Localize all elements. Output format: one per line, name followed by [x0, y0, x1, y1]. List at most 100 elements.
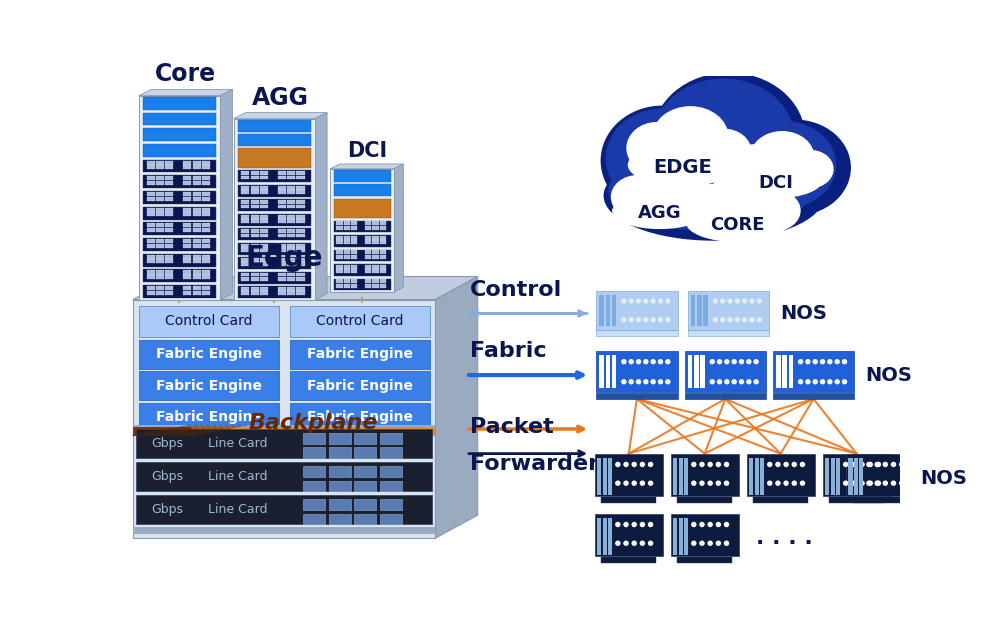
FancyBboxPatch shape: [147, 176, 155, 181]
FancyBboxPatch shape: [183, 244, 191, 248]
FancyBboxPatch shape: [241, 205, 249, 209]
FancyBboxPatch shape: [329, 514, 351, 525]
FancyBboxPatch shape: [287, 233, 295, 237]
FancyBboxPatch shape: [156, 270, 164, 275]
FancyBboxPatch shape: [365, 226, 371, 230]
Circle shape: [658, 359, 663, 364]
FancyBboxPatch shape: [251, 233, 259, 237]
Circle shape: [805, 359, 811, 364]
Circle shape: [883, 462, 888, 467]
FancyBboxPatch shape: [202, 228, 210, 232]
Polygon shape: [139, 90, 233, 95]
FancyBboxPatch shape: [599, 355, 604, 389]
FancyBboxPatch shape: [296, 176, 305, 179]
FancyBboxPatch shape: [278, 248, 286, 252]
FancyBboxPatch shape: [380, 448, 402, 459]
FancyBboxPatch shape: [334, 221, 391, 233]
Text: Fabric Engine: Fabric Engine: [156, 410, 262, 424]
Circle shape: [636, 379, 641, 384]
Circle shape: [623, 522, 629, 527]
FancyBboxPatch shape: [147, 228, 155, 232]
FancyBboxPatch shape: [700, 355, 705, 389]
FancyBboxPatch shape: [241, 287, 249, 291]
FancyBboxPatch shape: [278, 263, 286, 266]
Circle shape: [691, 541, 697, 546]
Circle shape: [691, 522, 697, 527]
FancyBboxPatch shape: [854, 457, 858, 495]
Circle shape: [798, 359, 803, 364]
FancyBboxPatch shape: [260, 200, 268, 204]
Text: . . . .: . . . .: [756, 529, 813, 548]
FancyBboxPatch shape: [260, 190, 268, 194]
Text: Fabric Engine: Fabric Engine: [307, 410, 413, 424]
FancyBboxPatch shape: [202, 165, 210, 169]
FancyBboxPatch shape: [344, 226, 350, 230]
FancyBboxPatch shape: [143, 176, 216, 188]
FancyBboxPatch shape: [193, 275, 201, 279]
FancyBboxPatch shape: [165, 275, 173, 279]
FancyBboxPatch shape: [351, 221, 357, 225]
Polygon shape: [220, 90, 233, 300]
Circle shape: [820, 379, 825, 384]
FancyBboxPatch shape: [156, 197, 164, 201]
FancyBboxPatch shape: [143, 223, 216, 235]
FancyBboxPatch shape: [193, 239, 201, 243]
FancyBboxPatch shape: [296, 248, 305, 252]
FancyBboxPatch shape: [251, 273, 259, 277]
FancyBboxPatch shape: [260, 215, 268, 219]
FancyBboxPatch shape: [278, 215, 286, 219]
Circle shape: [792, 462, 797, 467]
Circle shape: [843, 480, 848, 486]
FancyBboxPatch shape: [773, 351, 854, 392]
FancyBboxPatch shape: [183, 212, 191, 216]
FancyBboxPatch shape: [156, 223, 164, 228]
FancyBboxPatch shape: [336, 251, 343, 254]
FancyBboxPatch shape: [139, 95, 220, 300]
FancyBboxPatch shape: [344, 251, 350, 254]
FancyBboxPatch shape: [287, 190, 295, 194]
FancyBboxPatch shape: [202, 244, 210, 248]
FancyBboxPatch shape: [296, 244, 305, 247]
Circle shape: [650, 379, 656, 384]
FancyBboxPatch shape: [334, 198, 391, 218]
Text: EDGE: EDGE: [654, 158, 712, 177]
Circle shape: [707, 522, 713, 527]
FancyBboxPatch shape: [334, 279, 391, 291]
FancyBboxPatch shape: [260, 291, 268, 295]
FancyBboxPatch shape: [165, 255, 173, 259]
FancyBboxPatch shape: [251, 205, 259, 209]
FancyBboxPatch shape: [165, 244, 173, 248]
FancyBboxPatch shape: [334, 170, 391, 182]
Polygon shape: [234, 113, 327, 119]
FancyBboxPatch shape: [238, 134, 311, 146]
FancyBboxPatch shape: [193, 197, 201, 201]
FancyBboxPatch shape: [156, 275, 164, 279]
Circle shape: [767, 462, 772, 467]
FancyBboxPatch shape: [329, 433, 351, 444]
Circle shape: [868, 462, 873, 467]
FancyBboxPatch shape: [260, 258, 268, 262]
FancyBboxPatch shape: [139, 340, 279, 369]
FancyBboxPatch shape: [278, 229, 286, 233]
Circle shape: [716, 462, 721, 467]
FancyBboxPatch shape: [846, 453, 914, 496]
FancyBboxPatch shape: [612, 294, 616, 326]
FancyBboxPatch shape: [206, 437, 404, 442]
Text: Fabric Engine: Fabric Engine: [307, 347, 413, 361]
Text: Line Card: Line Card: [208, 470, 267, 483]
FancyBboxPatch shape: [241, 171, 249, 175]
FancyBboxPatch shape: [684, 518, 688, 555]
FancyBboxPatch shape: [193, 270, 201, 275]
FancyBboxPatch shape: [296, 229, 305, 233]
FancyBboxPatch shape: [372, 255, 379, 258]
FancyBboxPatch shape: [380, 279, 386, 283]
FancyBboxPatch shape: [606, 355, 610, 389]
FancyBboxPatch shape: [241, 215, 249, 219]
FancyBboxPatch shape: [372, 240, 379, 244]
FancyBboxPatch shape: [296, 200, 305, 204]
FancyBboxPatch shape: [684, 457, 688, 495]
FancyBboxPatch shape: [238, 243, 311, 255]
Circle shape: [623, 462, 629, 467]
FancyBboxPatch shape: [603, 518, 607, 555]
FancyBboxPatch shape: [143, 238, 216, 251]
